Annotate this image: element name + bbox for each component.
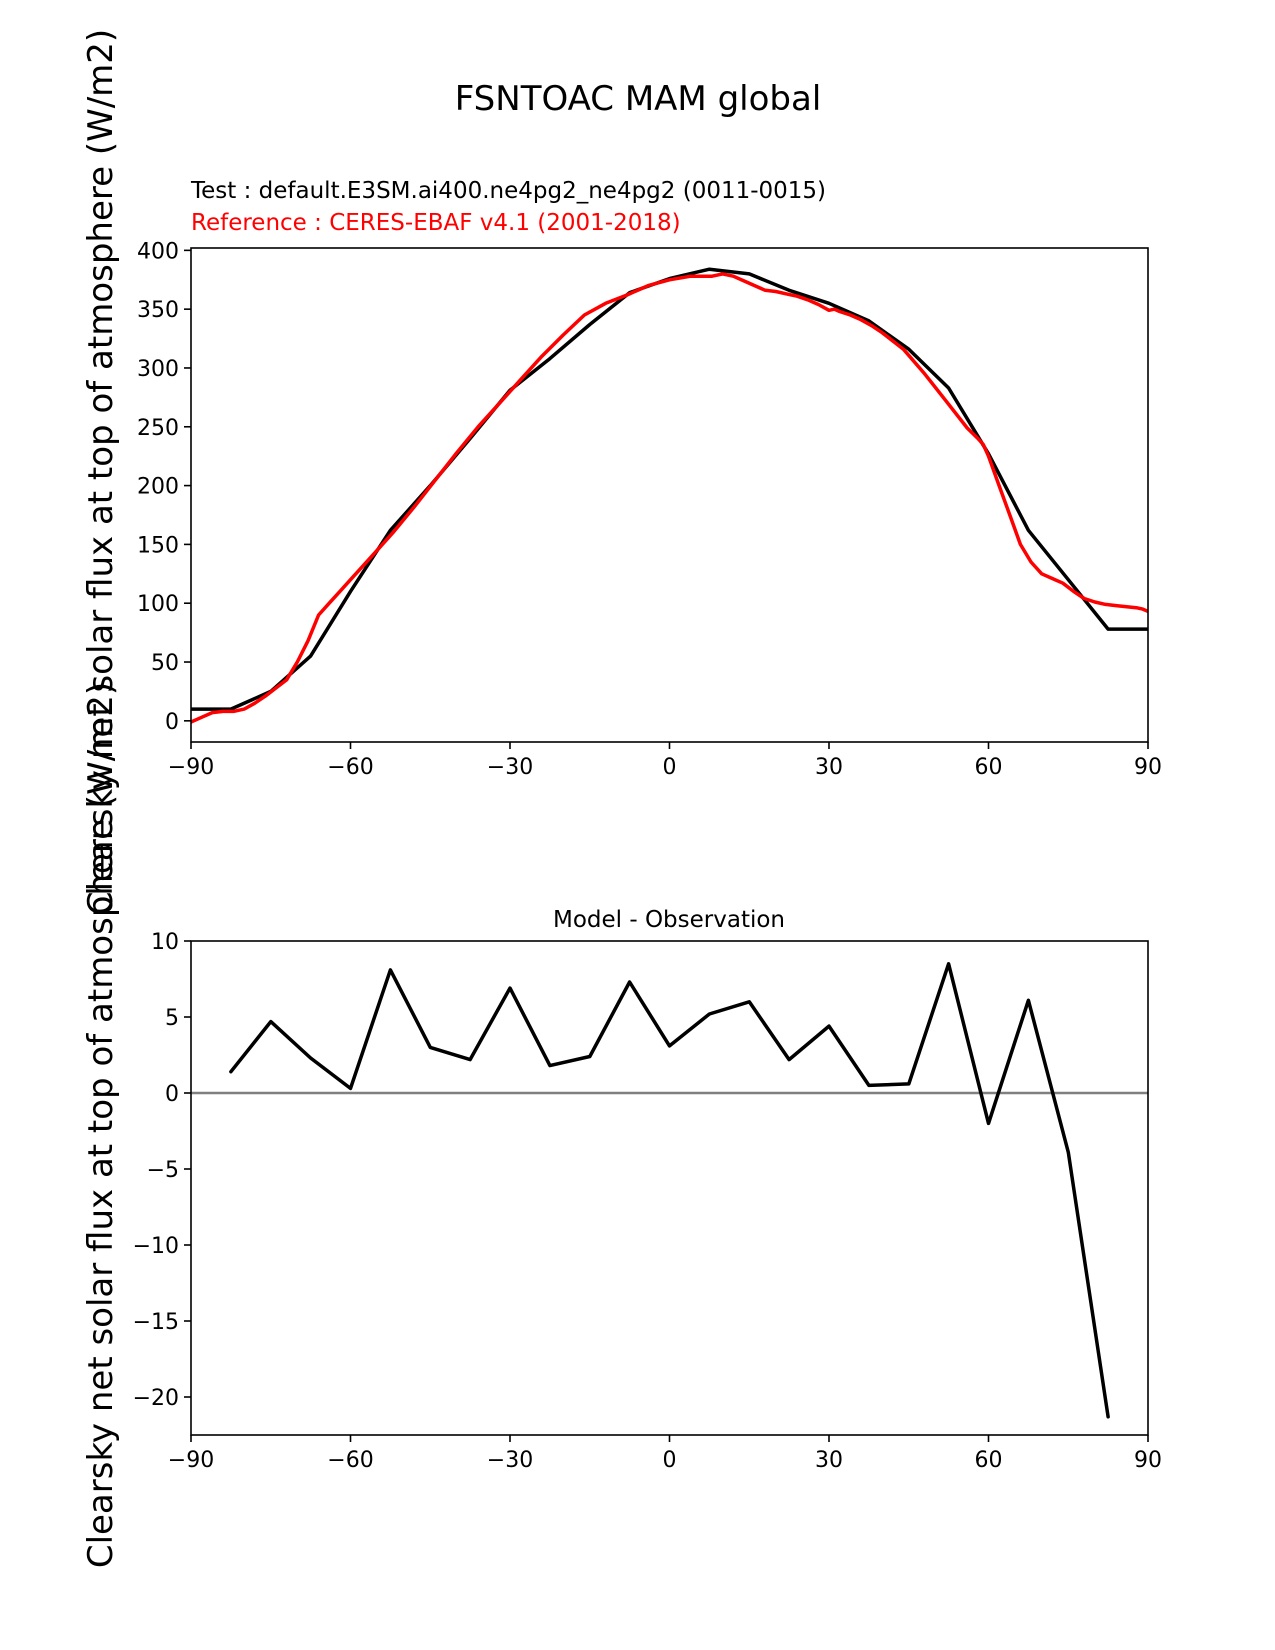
x-tick-label: −30 <box>487 755 533 780</box>
x-tick-label: 30 <box>815 1448 843 1473</box>
y-tick-label: 5 <box>165 1006 179 1031</box>
x-tick-label: 90 <box>1134 1448 1162 1473</box>
ylabel-bottom: Clearsky net solar flux at top of atmosp… <box>81 682 121 1568</box>
x-tick-label: −90 <box>168 755 214 780</box>
test-label: Test : default.E3SM.ai400.ne4pg2_ne4pg2 … <box>190 178 826 204</box>
x-tick-label: −90 <box>168 1448 214 1473</box>
y-tick-label: −20 <box>133 1386 179 1411</box>
x-tick-label: 0 <box>663 755 677 780</box>
y-tick-label: 300 <box>137 357 179 382</box>
y-tick-label: 0 <box>165 710 179 735</box>
x-tick-label: 30 <box>815 755 843 780</box>
test-series-line <box>191 267 1148 711</box>
x-tick-label: 60 <box>975 755 1003 780</box>
bottom-plot-title: Model - Observation <box>553 907 785 933</box>
y-tick-label: −15 <box>133 1310 179 1335</box>
x-tick-label: 90 <box>1134 755 1162 780</box>
y-tick-label: 100 <box>137 592 179 617</box>
y-tick-label: 50 <box>151 651 179 676</box>
y-tick-label: −10 <box>133 1234 179 1259</box>
y-tick-label: 0 <box>165 1082 179 1107</box>
x-tick-label: 60 <box>975 1448 1003 1473</box>
y-tick-label: 10 <box>151 930 179 955</box>
ylabel-top: Clearsky net solar flux at top of atmosp… <box>81 29 121 915</box>
y-tick-label: 150 <box>137 533 179 558</box>
difference-series-line <box>229 962 1110 1419</box>
x-tick-label: −60 <box>327 755 373 780</box>
y-tick-label: 200 <box>137 475 179 500</box>
axes-frame <box>190 247 1149 743</box>
x-tick-label: −60 <box>327 1448 373 1473</box>
y-tick-label: −5 <box>147 1158 179 1183</box>
top-plot: −90 −60 −30 0 30 60 90 0 50 100 150 200 250 300 350 400 <box>137 239 1162 780</box>
y-tick-label: 350 <box>137 298 179 323</box>
x-tick-label: 0 <box>663 1448 677 1473</box>
figure-title: FSNTOAC MAM global <box>455 79 822 119</box>
y-tick-label: 400 <box>137 239 179 264</box>
y-tick-label: 250 <box>137 416 179 441</box>
reference-label: Reference : CERES-EBAF v4.1 (2001-2018) <box>191 210 681 236</box>
reference-series-line <box>191 272 1148 724</box>
x-tick-label: −30 <box>487 1448 533 1473</box>
difference-plot: −90 −60 −30 0 30 60 90 10 5 0 −5 −10 −15 −20 <box>133 930 1162 1473</box>
axes-frame <box>190 940 1149 1436</box>
